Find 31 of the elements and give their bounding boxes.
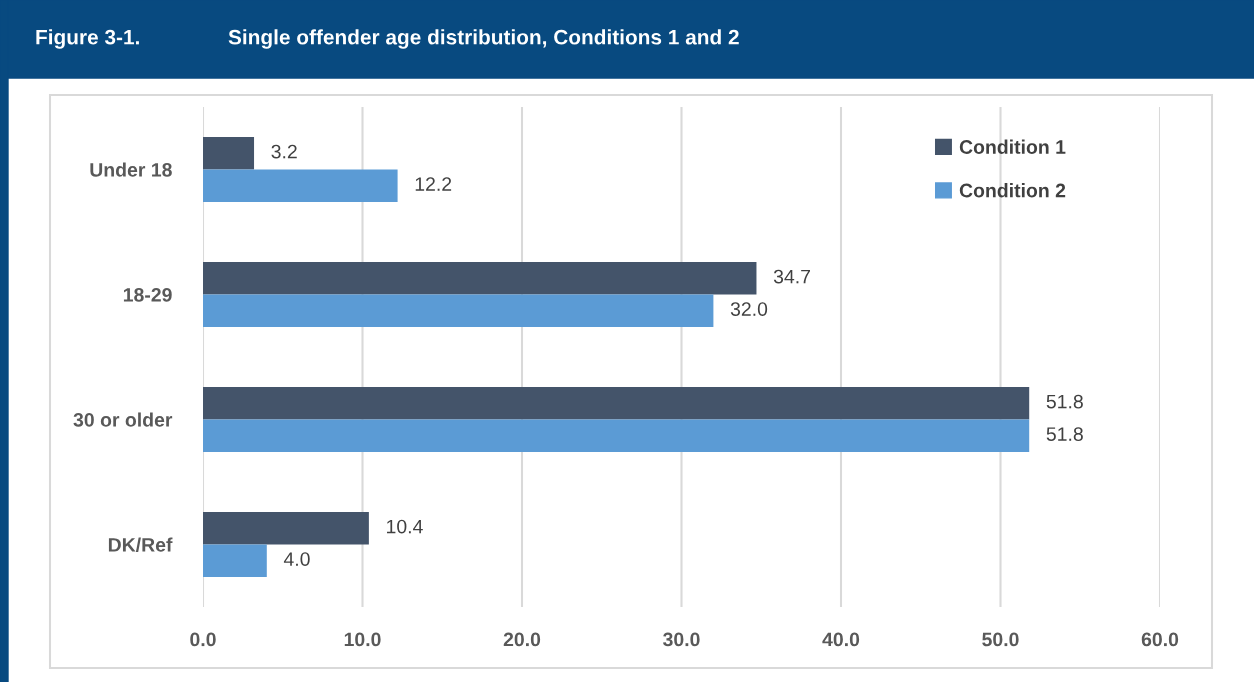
x-tick-label: 30.0 bbox=[663, 632, 700, 647]
x-tick-label: 60.0 bbox=[1141, 632, 1179, 647]
data-label: 10.4 bbox=[387, 519, 423, 534]
data-label: 51.8 bbox=[1046, 427, 1083, 441]
data-label: 12.2 bbox=[415, 177, 452, 191]
bar bbox=[203, 512, 369, 545]
bar bbox=[203, 294, 714, 327]
data-label: 3.2 bbox=[271, 144, 297, 159]
y-tick-label: Under 18 bbox=[90, 162, 172, 177]
bar bbox=[203, 262, 757, 295]
x-tick-label: 40.0 bbox=[822, 632, 860, 647]
x-tick-label: 0.0 bbox=[190, 632, 216, 647]
chart-title: Figure 3-1. bbox=[36, 29, 139, 49]
bar bbox=[203, 544, 267, 577]
data-label: 34.7 bbox=[773, 269, 810, 284]
bar bbox=[203, 137, 255, 170]
y-tick-label: 30 or older bbox=[73, 412, 173, 427]
x-tick-label: 50.0 bbox=[982, 632, 1019, 647]
y-tick-label: 18-29 bbox=[123, 287, 172, 302]
data-label: 32.0 bbox=[730, 302, 768, 316]
legend-label: Condition 1 bbox=[959, 139, 1066, 154]
x-tick-label: 10.0 bbox=[344, 632, 381, 647]
chart-subtitle: Single offender age distribution, Conditions 1 and 2 bbox=[228, 29, 739, 49]
data-label: 4.0 bbox=[283, 552, 310, 566]
bar bbox=[203, 419, 1030, 452]
data-label: 51.8 bbox=[1046, 394, 1083, 409]
x-tick-label: 20.0 bbox=[503, 632, 541, 647]
bar bbox=[203, 169, 398, 202]
y-tick-label: DK/Ref bbox=[108, 537, 173, 552]
bar bbox=[203, 387, 1030, 420]
legend-label: Condition 2 bbox=[959, 183, 1066, 198]
